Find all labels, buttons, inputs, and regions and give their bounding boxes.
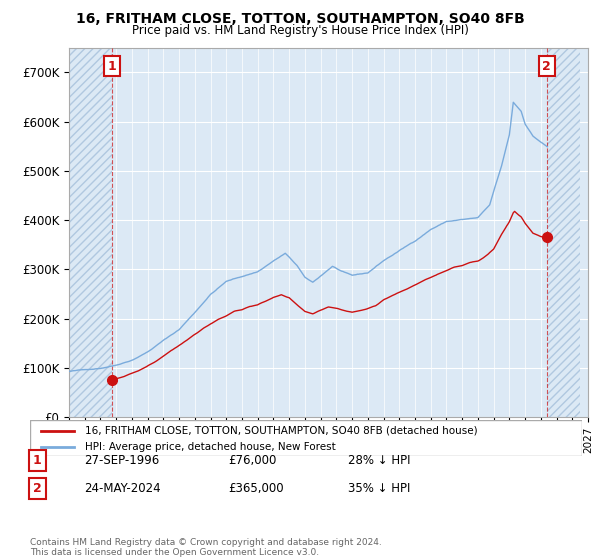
Text: Contains HM Land Registry data © Crown copyright and database right 2024.
This d: Contains HM Land Registry data © Crown c… <box>30 538 382 557</box>
Text: 1: 1 <box>33 454 42 467</box>
Text: 35% ↓ HPI: 35% ↓ HPI <box>348 482 410 495</box>
Bar <box>547 48 580 417</box>
Text: 16, FRITHAM CLOSE, TOTTON, SOUTHAMPTON, SO40 8FB (detached house): 16, FRITHAM CLOSE, TOTTON, SOUTHAMPTON, … <box>85 426 478 436</box>
Text: 2: 2 <box>542 59 551 73</box>
Bar <box>69 48 112 417</box>
Text: 28% ↓ HPI: 28% ↓ HPI <box>348 454 410 467</box>
Text: HPI: Average price, detached house, New Forest: HPI: Average price, detached house, New … <box>85 442 336 452</box>
Text: 2: 2 <box>33 482 42 495</box>
Text: 27-SEP-1996: 27-SEP-1996 <box>84 454 159 467</box>
Text: £76,000: £76,000 <box>228 454 277 467</box>
Text: 24-MAY-2024: 24-MAY-2024 <box>84 482 161 495</box>
Text: 16, FRITHAM CLOSE, TOTTON, SOUTHAMPTON, SO40 8FB: 16, FRITHAM CLOSE, TOTTON, SOUTHAMPTON, … <box>76 12 524 26</box>
Text: £365,000: £365,000 <box>228 482 284 495</box>
Text: Price paid vs. HM Land Registry's House Price Index (HPI): Price paid vs. HM Land Registry's House … <box>131 24 469 36</box>
Text: 1: 1 <box>108 59 116 73</box>
